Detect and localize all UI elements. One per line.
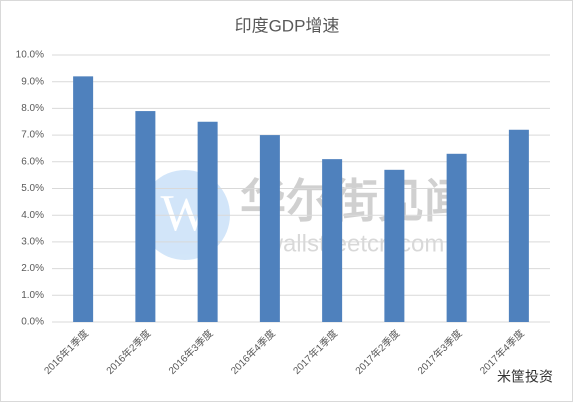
bar xyxy=(446,153,467,322)
bar xyxy=(259,135,280,322)
y-tick-label: 1.0% xyxy=(21,290,44,301)
y-tick-label: 0.0% xyxy=(21,317,44,328)
bar xyxy=(508,129,529,322)
watermark-url: wallstreetcn.com xyxy=(265,230,445,257)
y-tick-label: 5.0% xyxy=(21,183,44,194)
y-tick-label: 10.0% xyxy=(16,50,44,61)
bar xyxy=(135,111,156,322)
y-tick-label: 7.0% xyxy=(21,130,44,141)
y-tick-label: 4.0% xyxy=(21,210,44,221)
chart-title: 印度GDP增速 xyxy=(235,16,340,35)
y-tick-label: 2.0% xyxy=(21,263,44,274)
y-tick-label: 8.0% xyxy=(21,103,44,114)
y-tick-label: 3.0% xyxy=(21,237,44,248)
bar xyxy=(73,76,94,322)
y-tick-label: 6.0% xyxy=(21,156,44,167)
bar xyxy=(322,159,343,322)
source-label: 米筐投资 xyxy=(497,369,553,385)
y-tick-label: 9.0% xyxy=(21,76,44,87)
bar xyxy=(384,169,405,322)
bar xyxy=(197,121,218,322)
